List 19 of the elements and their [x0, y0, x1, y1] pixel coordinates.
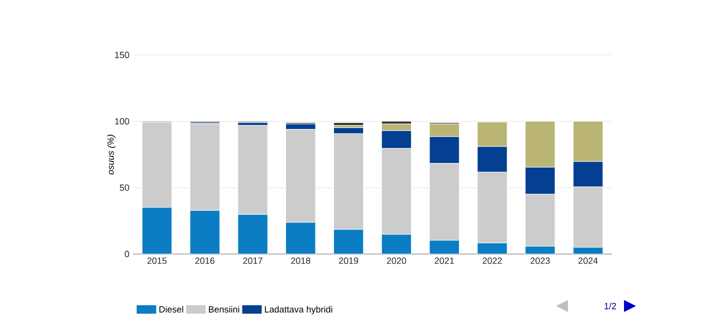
legend-label: Bensiini [208, 306, 240, 313]
x-tick-label: 2024 [578, 258, 598, 264]
y-tick-label: 0 [124, 250, 130, 258]
x-tick-label: 2018 [291, 258, 310, 264]
legend-label: Ladattava hybridi [264, 306, 332, 314]
x-tick-label: 2016 [195, 258, 214, 264]
x-tick-label: 2021 [434, 258, 454, 264]
legend-label: Diesel [159, 306, 184, 313]
text: 1/2 [604, 302, 616, 310]
x-tick-label: 2015 [147, 258, 167, 264]
y-tick-label: 50 [120, 184, 130, 191]
x-tick-label: 2017 [243, 258, 262, 264]
x-tick-label: 2022 [482, 258, 502, 264]
y-tick-label: 150 [115, 52, 130, 58]
x-tick-label: 2020 [386, 258, 406, 264]
y-axis-title: osuus (%) [107, 134, 116, 174]
x-tick-label: 2023 [530, 258, 550, 264]
y-tick-label: 100 [115, 118, 130, 125]
x-tick-label: 2019 [339, 258, 358, 264]
